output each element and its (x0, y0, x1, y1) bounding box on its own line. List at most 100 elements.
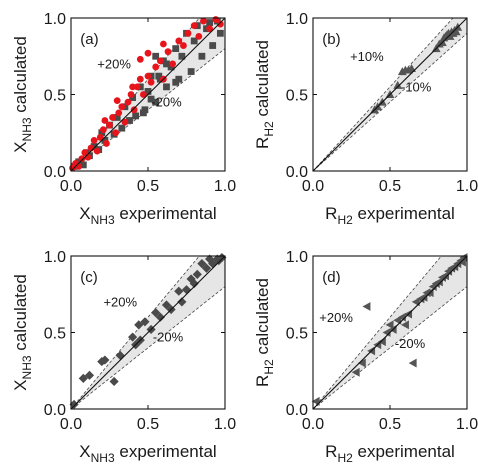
y-axis-label: XNH3 calculated (11, 36, 34, 153)
data-point (169, 60, 177, 68)
panel-label: (b) (322, 31, 340, 48)
x-axis-label-text: experimental (115, 442, 217, 461)
x-axis-label-subscript: NH3 (91, 451, 115, 465)
data-point (156, 57, 164, 65)
y-axis-label-subscript: NH3 (20, 117, 34, 141)
data-point (78, 155, 86, 163)
chart-panel-2: 0.00.00.50.51.01.0(b)+10%-10%RH2 experim… (253, 11, 478, 227)
data-point (408, 358, 417, 368)
data-point (126, 117, 133, 124)
x-tick-label: 1.0 (456, 178, 478, 195)
y-tick-label: 1.0 (44, 249, 66, 266)
y-axis-label-subscript: H2 (262, 359, 276, 375)
x-axis-label-subscript: NH3 (91, 213, 115, 227)
y-tick-label: 0.5 (44, 326, 66, 343)
data-point (78, 373, 88, 383)
lower-band-line (70, 286, 226, 410)
parity-line (70, 17, 226, 172)
upper-band-label: +20% (97, 56, 131, 71)
x-tick-label: 1.0 (214, 178, 236, 195)
x-tick-label: 0.5 (379, 416, 401, 433)
data-point (184, 29, 192, 37)
data-point (206, 25, 214, 33)
data-point (147, 95, 155, 103)
y-tick-label: 1.0 (286, 11, 308, 28)
data-point (214, 256, 224, 266)
data-point (201, 263, 212, 273)
data-point (187, 68, 195, 75)
data-point (206, 19, 213, 26)
data-point (208, 259, 218, 269)
data-point (139, 109, 147, 117)
data-point (181, 285, 192, 295)
y-axis-label-text: calculated (11, 36, 30, 117)
chart-panel-3: 0.00.00.50.51.01.0(c)+20%-20%XNH3 experi… (11, 249, 236, 465)
x-tick-label: 0.0 (60, 416, 82, 433)
data-point (121, 118, 129, 126)
data-point (100, 355, 110, 365)
data-point (419, 292, 428, 302)
data-point (93, 147, 101, 155)
data-point (216, 29, 224, 37)
upper-band-line (312, 255, 442, 410)
x-axis-label-base: X (79, 204, 90, 223)
y-tick-label: 0.0 (44, 164, 66, 181)
data-point (441, 271, 449, 281)
data-point (155, 312, 165, 322)
x-tick-label: 0.0 (60, 178, 82, 195)
data-point (113, 114, 121, 121)
y-tick-label: 0.0 (44, 402, 66, 419)
y-tick-label: 1.0 (286, 249, 308, 266)
data-point (152, 52, 160, 60)
upper-band-label: +20% (103, 294, 137, 309)
y-tick-label: 0.5 (286, 326, 308, 343)
data-point (129, 94, 136, 101)
data-point (90, 143, 98, 150)
data-point (174, 286, 184, 296)
x-axis-label: RH2 experimental (325, 442, 455, 465)
data-point (175, 37, 183, 45)
y-axis-label-base: X (11, 141, 30, 152)
x-tick-label: 0.5 (137, 416, 159, 433)
x-axis-label-base: X (79, 442, 90, 461)
lower-band-line (312, 286, 468, 410)
upper-band-line (70, 255, 200, 410)
data-point (109, 114, 116, 121)
x-axis-label: XNH3 experimental (79, 204, 216, 227)
data-point (177, 297, 187, 307)
data-point (101, 137, 109, 144)
data-point (434, 277, 443, 287)
y-tick-label: 0.0 (286, 402, 308, 419)
x-tick-label: 0.5 (379, 178, 401, 195)
data-point (128, 332, 138, 342)
upper-band-label: +20% (319, 310, 353, 325)
data-point (140, 317, 150, 327)
data-point (124, 98, 132, 106)
data-point (195, 32, 203, 40)
data-point (144, 88, 152, 95)
data-point (180, 42, 187, 49)
parity-line (70, 255, 226, 410)
data-point (75, 158, 83, 166)
data-point (113, 97, 121, 105)
data-point (209, 42, 217, 49)
x-tick-label: 1.0 (456, 416, 478, 433)
data-point (155, 72, 163, 80)
data-point (136, 55, 144, 63)
x-tick-label: 0.0 (302, 416, 324, 433)
x-axis-label-base: R (325, 442, 337, 461)
data-point (407, 64, 416, 73)
lower-band-label: -20% (395, 336, 426, 351)
x-axis-label-subscript: H2 (337, 213, 353, 227)
data-point (139, 91, 147, 98)
data-point (161, 300, 172, 310)
data-point (217, 252, 227, 263)
data-point (198, 52, 206, 60)
series-2 (69, 16, 224, 172)
data-point (118, 103, 126, 111)
data-point (351, 367, 360, 377)
x-axis-label-base: R (325, 204, 337, 223)
parity-line (312, 255, 468, 410)
x-tick-label: 1.0 (214, 416, 236, 433)
y-axis-label-subscript: H2 (262, 121, 276, 137)
